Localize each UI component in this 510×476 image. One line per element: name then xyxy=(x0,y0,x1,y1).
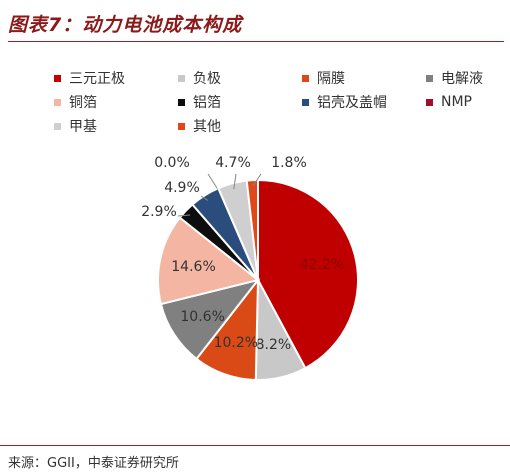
pie-slice xyxy=(245,178,259,281)
legend-label: 铝壳及盖帽 xyxy=(317,95,387,111)
data-label: 4.7% xyxy=(215,155,251,171)
data-label: 1.8% xyxy=(271,155,307,171)
legend-swatch xyxy=(426,74,433,82)
legend-swatch xyxy=(54,122,61,130)
legend-swatch xyxy=(302,98,309,106)
data-label: 4.9% xyxy=(164,180,200,196)
chart-legend: 三元正极 负极 隔膜 电解液铜箔 铝箔 铝壳及盖帽 NMP 甲基 其他 xyxy=(54,68,494,136)
title-divider xyxy=(8,41,504,42)
legend-swatch xyxy=(426,98,433,106)
legend-swatch xyxy=(178,74,185,82)
legend-label: 三元正极 xyxy=(69,71,125,87)
legend-swatch xyxy=(302,74,309,82)
leader-line xyxy=(233,173,237,190)
legend-swatch xyxy=(54,98,61,106)
data-label: 8.2% xyxy=(256,337,292,353)
legend-item: 甲基 xyxy=(54,116,178,136)
chart-header: 图表7：动力电池成本构成 xyxy=(8,4,504,42)
legend-item: 三元正极 xyxy=(54,68,178,88)
legend-swatch xyxy=(54,74,61,82)
data-label: 10.2% xyxy=(214,335,258,351)
legend-label: 铝箔 xyxy=(193,95,221,111)
pie-slice xyxy=(157,216,261,306)
footer-divider xyxy=(0,445,510,446)
legend-label: 电解液 xyxy=(441,71,483,87)
legend-label: 隔膜 xyxy=(317,71,345,87)
legend-item: NMP xyxy=(426,92,510,112)
chart-title: 图表7：动力电池成本构成 xyxy=(8,14,243,36)
pie-slice xyxy=(257,178,359,370)
data-label: 10.6% xyxy=(180,309,224,325)
data-label: 42.2% xyxy=(300,257,344,273)
legend-label: 其他 xyxy=(193,119,221,135)
data-label: 0.0% xyxy=(154,155,190,171)
legend-item: 负极 xyxy=(178,68,302,88)
legend-item: 隔膜 xyxy=(302,68,426,88)
legend-item: 铝壳及盖帽 xyxy=(302,92,426,112)
leader-line xyxy=(177,214,191,217)
data-label: 2.9% xyxy=(141,204,177,220)
legend-item: 其他 xyxy=(178,116,302,136)
leader-line xyxy=(200,195,209,201)
legend-item: 铝箔 xyxy=(178,92,302,112)
legend-label: 甲基 xyxy=(69,119,97,135)
legend-label: 铜箔 xyxy=(69,95,97,111)
pie-chart: 42.2% 8.2%10.2% 10.6% 14.6% 2.9% 4.9% 0.0% 4.7%… xyxy=(141,155,359,381)
legend-swatch xyxy=(178,98,185,106)
legend-item: 电解液 xyxy=(426,68,510,88)
data-label: 14.6% xyxy=(171,259,215,275)
source-note: 来源：GGII，中泰证券研究所 xyxy=(8,456,179,471)
leader-line xyxy=(252,173,262,187)
legend-swatch xyxy=(178,122,185,130)
legend-item: 铜箔 xyxy=(54,92,178,112)
legend-label: 负极 xyxy=(193,71,221,87)
legend-label: NMP xyxy=(441,94,472,110)
